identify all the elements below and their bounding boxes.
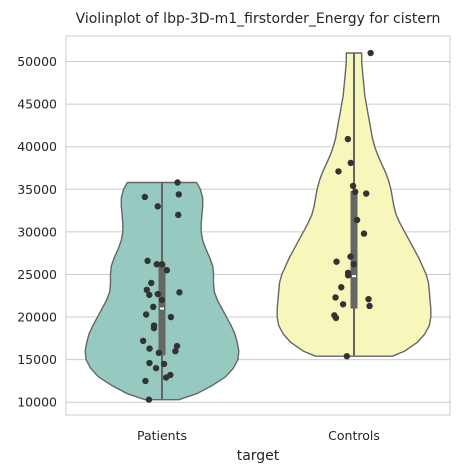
data-point	[154, 290, 162, 298]
data-point	[332, 294, 339, 301]
data-point	[360, 230, 368, 237]
data-point	[333, 258, 340, 265]
y-tick-label: 15000	[17, 352, 57, 367]
data-point	[150, 324, 158, 332]
data-point	[347, 159, 354, 167]
y-tick-label: 45000	[17, 97, 57, 112]
data-point	[172, 347, 179, 355]
data-point	[146, 359, 153, 367]
violin-patients	[84, 179, 240, 403]
data-point	[176, 289, 183, 296]
x-axis-label: target	[237, 448, 280, 464]
data-point	[174, 179, 181, 186]
data-point	[352, 188, 359, 196]
data-point	[142, 377, 149, 385]
data-point	[154, 203, 161, 210]
data-point	[153, 261, 160, 268]
data-point	[338, 284, 345, 291]
data-point	[175, 211, 182, 219]
y-tick-label: 50000	[17, 54, 57, 69]
data-point	[146, 291, 153, 299]
violins	[84, 49, 432, 403]
chart-title: Violinplot of lbp-3D-m1_firstorder_Energ…	[76, 11, 441, 27]
y-tick-label: 20000	[17, 310, 57, 325]
violin-controls	[276, 49, 432, 360]
data-point	[175, 191, 182, 198]
x-tick-label: Patients	[137, 428, 187, 443]
data-point	[367, 49, 374, 57]
data-point	[347, 253, 354, 260]
iqr-box	[350, 191, 358, 309]
data-point	[141, 193, 149, 201]
y-tick-label: 30000	[17, 224, 57, 239]
data-point	[167, 313, 175, 321]
x-tick-label: Controls	[328, 428, 380, 443]
y-tick-label: 35000	[17, 182, 57, 197]
data-point	[350, 261, 357, 268]
data-point	[158, 261, 166, 268]
data-point	[145, 396, 153, 403]
y-tick-label: 10000	[17, 395, 57, 410]
data-point	[163, 267, 171, 274]
data-point	[142, 311, 150, 318]
y-tick-label: 40000	[17, 139, 57, 154]
data-point	[158, 296, 166, 304]
data-point	[146, 345, 153, 352]
x-axis-ticks: Patients Controls	[137, 428, 380, 443]
data-point	[150, 303, 157, 311]
data-point	[148, 279, 155, 287]
data-point	[353, 216, 361, 224]
data-point	[349, 182, 357, 190]
data-point	[339, 301, 347, 308]
data-point	[344, 135, 352, 143]
y-axis-ticks: 10000 15000 20000 25000 30000 35000 40000 45000…	[17, 54, 57, 410]
data-point	[363, 190, 370, 197]
data-point	[143, 286, 151, 294]
data-point	[366, 302, 373, 310]
data-point	[335, 168, 342, 175]
data-point	[139, 337, 147, 345]
data-point	[155, 349, 163, 357]
data-point	[365, 295, 372, 303]
data-point	[152, 364, 160, 372]
data-point	[160, 360, 168, 368]
data-point	[332, 314, 340, 322]
data-point	[344, 272, 352, 279]
y-tick-label: 25000	[17, 267, 57, 282]
data-point	[144, 257, 151, 265]
data-point	[343, 353, 351, 360]
data-point	[162, 374, 170, 381]
data-point	[173, 342, 181, 350]
